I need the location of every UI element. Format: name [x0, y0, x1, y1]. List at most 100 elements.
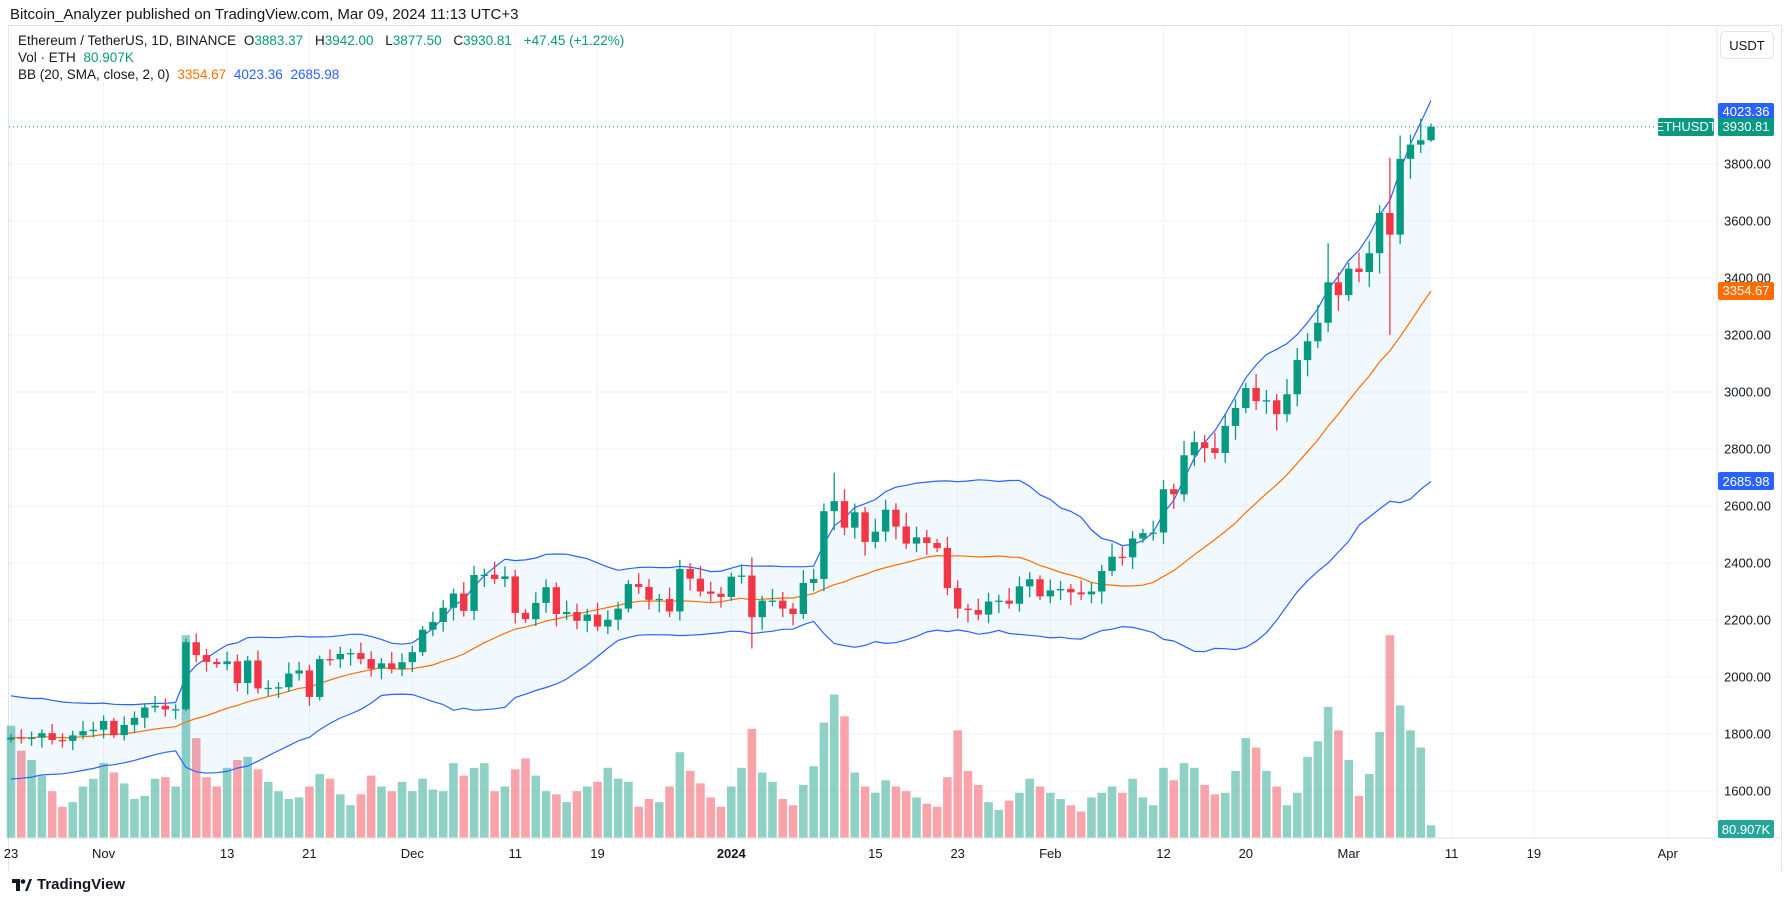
price-tick-label: 3600.00	[1724, 214, 1771, 229]
candle-body	[490, 574, 499, 579]
candle-body	[933, 543, 941, 548]
volume-bar	[1148, 805, 1158, 838]
candle-body	[1334, 282, 1343, 296]
grid	[9, 26, 1716, 838]
candle-body	[1262, 400, 1271, 402]
volume-bar	[263, 781, 273, 838]
candle-body	[1231, 407, 1240, 426]
candle-body	[357, 653, 365, 660]
price-tick-label: 2800.00	[1724, 442, 1771, 457]
volume-bar	[1272, 786, 1281, 838]
volume-bar	[1076, 811, 1086, 838]
price-tick-label: 2600.00	[1724, 499, 1771, 514]
candle-body	[1200, 442, 1209, 449]
candle-body	[1375, 213, 1384, 254]
volume-bar	[58, 806, 67, 838]
volume-bar	[552, 794, 561, 838]
price-tick-label: 2200.00	[1724, 613, 1771, 628]
volume-bar	[891, 786, 901, 838]
volume-tag: 80.907K	[1718, 820, 1774, 838]
bb-lower-value: 2685.98	[290, 67, 340, 82]
volume-bar	[47, 791, 57, 838]
volume-bar	[459, 775, 469, 838]
candle-body	[48, 733, 56, 740]
candle-body	[573, 612, 581, 621]
legend-symbol[interactable]: Ethereum / TetherUS, 1D, BINANCE	[18, 33, 237, 48]
volume-bar	[541, 791, 551, 838]
volume-bar	[1416, 747, 1426, 838]
candle-body	[1345, 268, 1353, 296]
bb-basis-value: 3354.67	[177, 67, 227, 82]
candle-body	[696, 578, 705, 592]
time-tick-label: 11	[1445, 846, 1459, 861]
volume-label[interactable]: Vol · ETH	[18, 50, 76, 65]
volume-bar	[16, 750, 26, 838]
volume-bar	[1066, 805, 1076, 838]
candle-body	[748, 575, 756, 618]
volume-bar	[27, 760, 36, 838]
open-value: 3883.37	[254, 33, 304, 48]
volume-bar	[315, 774, 324, 838]
price-tick-label: 1600.00	[1724, 784, 1771, 799]
volume-bar	[99, 763, 108, 838]
candle-body	[676, 568, 684, 612]
volume-bar	[644, 799, 654, 838]
bb-label[interactable]: BB (20, SMA, close, 2, 0)	[18, 67, 170, 82]
candle-body	[79, 731, 87, 736]
volume-bar	[665, 786, 674, 838]
volume-bar	[675, 752, 685, 838]
time-axis: 23 Nov 13 21 Dec 11 19 2024 15 23 Feb 12 20 Mar 11 19 Ap…	[4, 846, 1679, 861]
price-tick-label: 3000.00	[1724, 385, 1771, 400]
volume-bar	[377, 786, 386, 838]
volume-bar	[521, 758, 530, 838]
candle-body	[851, 512, 859, 528]
volume-bar	[1241, 738, 1251, 838]
volume-bar	[418, 778, 427, 838]
volume-bar	[397, 781, 407, 838]
volume-bar	[943, 777, 952, 838]
price-tick-label: 2400.00	[1724, 556, 1771, 571]
volume-bar	[1097, 792, 1107, 838]
price-tick-label: 3400.00	[1724, 271, 1771, 286]
candle-body	[645, 586, 653, 600]
volume-bar	[68, 802, 78, 838]
time-tick-label: 11	[508, 846, 522, 861]
volume-bar	[37, 775, 47, 838]
candle-body	[995, 600, 1003, 602]
volume-bar	[510, 769, 520, 838]
high-value: 3942.00	[324, 33, 374, 48]
candle-body	[881, 509, 890, 532]
volume-bar	[191, 738, 201, 838]
candle-body	[727, 576, 735, 597]
volume-bar	[860, 786, 870, 838]
currency-button[interactable]: USDT	[1720, 31, 1774, 59]
volume-bar	[130, 799, 139, 838]
time-tick-label: 23	[950, 846, 964, 861]
volume-bar	[1282, 805, 1292, 838]
candle-body	[1211, 448, 1219, 453]
candle-body	[1015, 586, 1024, 604]
volume-bar	[274, 791, 283, 838]
volume-bar	[222, 767, 232, 838]
candle-body	[1139, 533, 1147, 539]
candle-body	[1108, 556, 1116, 571]
change-value: +47.45 (+1.22%)	[523, 33, 625, 48]
volume-bar	[737, 767, 746, 838]
legend-symbol-row: Ethereum / TetherUS, 1D, BINANCE O3883.3…	[18, 33, 628, 48]
volume-bar	[727, 786, 736, 838]
volume-bar	[1231, 770, 1240, 838]
volume-bar	[706, 797, 716, 838]
candle-body	[511, 576, 519, 613]
volume-bar	[1210, 794, 1220, 838]
volume-bar	[89, 778, 98, 838]
candle-body	[614, 608, 622, 620]
candle-body	[1242, 388, 1250, 408]
candle-body	[974, 610, 982, 615]
volume-bar	[747, 728, 757, 838]
candle-body	[902, 526, 910, 544]
candle-body	[38, 733, 46, 738]
candle-body	[583, 614, 591, 621]
volume-bar	[531, 775, 541, 838]
tradingview-logo[interactable]: TradingView	[12, 876, 125, 893]
